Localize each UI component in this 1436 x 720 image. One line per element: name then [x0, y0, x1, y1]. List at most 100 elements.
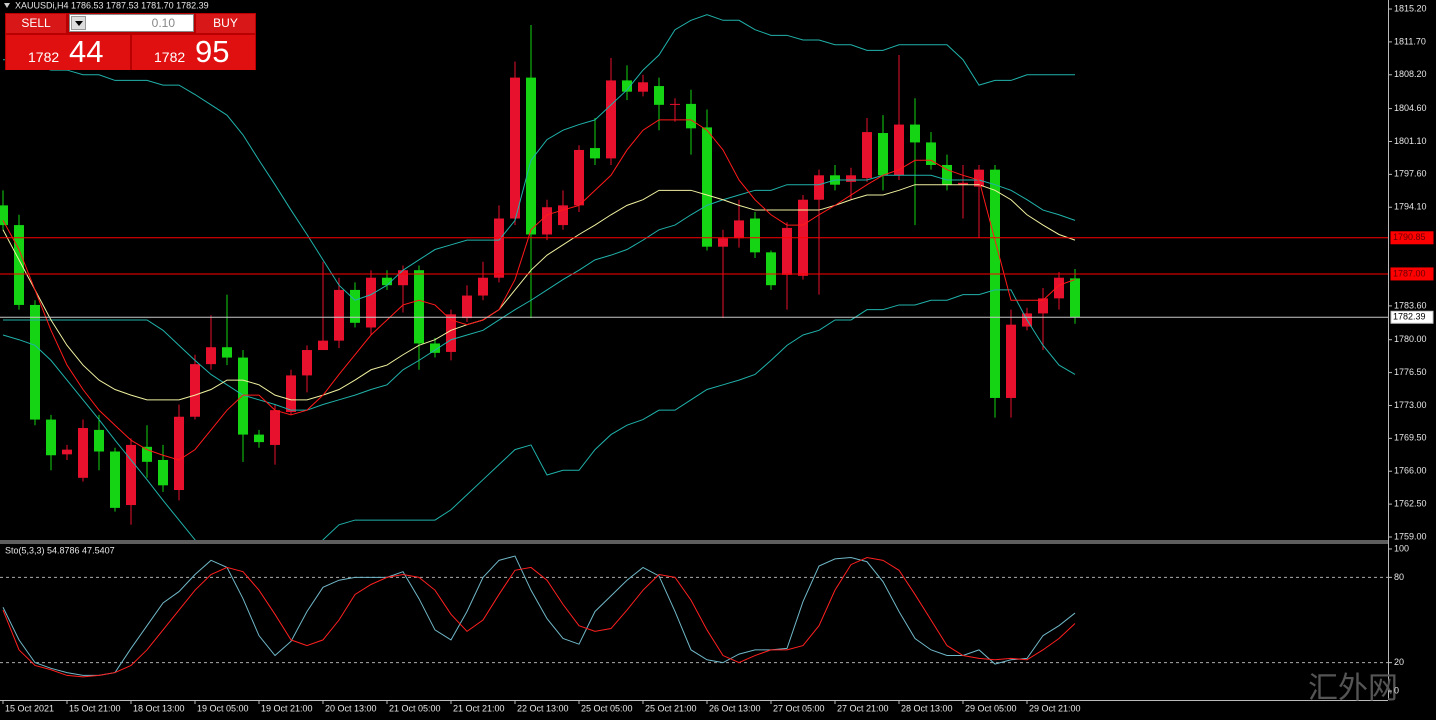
- candle-body: [286, 375, 296, 413]
- x-tick-label: 29 Oct 05:00: [965, 703, 1017, 713]
- price-label-box: [1390, 231, 1434, 245]
- chart-title: Sto(5,3,3) 54.8786 47.5407: [5, 545, 115, 555]
- x-tick-label: 29 Oct 21:00: [1029, 703, 1081, 713]
- x-tick-label: 27 Oct 05:00: [773, 703, 825, 713]
- candle-body: [686, 103, 696, 129]
- price-label-box: [1390, 310, 1434, 324]
- candle-body: [510, 77, 520, 219]
- buy-button[interactable]: BUY: [196, 14, 255, 33]
- candle-body: [190, 364, 200, 417]
- y-tick-label: 1769.50: [1394, 433, 1427, 443]
- candle-body: [1038, 298, 1048, 314]
- x-tick-label: 20 Oct 13:00: [325, 703, 377, 713]
- lot-value: 0.10: [151, 16, 175, 30]
- x-tick-label: 22 Oct 13:00: [517, 703, 569, 713]
- candle-body: [142, 446, 152, 462]
- y-tick-label: 1762.50: [1394, 498, 1427, 508]
- x-tick-label: 25 Oct 21:00: [645, 703, 697, 713]
- candle-body: [670, 103, 680, 105]
- candle-body: [462, 295, 472, 319]
- y-tick-label: 20: [1394, 657, 1404, 667]
- x-tick-label: 19 Oct 21:00: [261, 703, 313, 713]
- lot-input[interactable]: 0.10: [69, 14, 194, 32]
- candle-body: [62, 449, 72, 455]
- candle-body: [430, 343, 440, 353]
- candle-body: [334, 289, 344, 341]
- lot-dropdown[interactable]: [71, 16, 86, 30]
- one-click-trading: SELL 0.10 BUY 1782 44 1782 95: [5, 13, 256, 70]
- candle-body: [958, 182, 968, 185]
- x-tick-label: 25 Oct 05:00: [581, 703, 633, 713]
- candle-body: [30, 304, 40, 420]
- indicator-line: [2, 555, 1076, 676]
- candle-body: [862, 132, 872, 179]
- y-tick-label: 1773.00: [1394, 400, 1427, 410]
- buy-price-small: 1782: [154, 49, 186, 65]
- candle-body: [990, 169, 1000, 398]
- y-tick-label: 100: [1394, 543, 1409, 553]
- candle-body: [382, 277, 392, 286]
- candle-body: [782, 227, 792, 275]
- price-label: 1782.39: [1393, 312, 1426, 322]
- x-tick-label: 28 Oct 13:00: [901, 703, 953, 713]
- candle-body: [270, 410, 280, 445]
- x-tick-label: 15 Oct 21:00: [69, 703, 121, 713]
- candle-body: [606, 80, 616, 159]
- x-tick-label: 27 Oct 21:00: [837, 703, 889, 713]
- sell-button[interactable]: SELL: [6, 14, 66, 33]
- candle-body: [638, 82, 648, 92]
- sell-price[interactable]: 1782 44: [6, 35, 130, 70]
- candle-body: [654, 86, 664, 105]
- candle-body: [46, 419, 56, 456]
- candle-body: [766, 252, 776, 286]
- indicator-line: [2, 289, 1076, 540]
- candle-body: [878, 133, 888, 176]
- candle-body: [350, 289, 360, 323]
- candle-body: [446, 314, 456, 352]
- buy-price[interactable]: 1782 95: [132, 35, 255, 70]
- candle-body: [622, 80, 632, 92]
- candle-body: [126, 444, 136, 506]
- y-tick-label: 1797.60: [1394, 169, 1427, 179]
- candle-body: [974, 169, 984, 187]
- candle-body: [398, 270, 408, 286]
- indicator-line: [2, 556, 1076, 678]
- candle-body: [574, 149, 584, 206]
- candle-body: [366, 277, 376, 328]
- candle-body: [494, 218, 504, 278]
- candle-body: [734, 220, 744, 239]
- candle-body: [926, 142, 936, 165]
- candle-body: [478, 277, 488, 296]
- candle-body: [318, 340, 328, 351]
- price-label: 1787.00: [1393, 268, 1426, 278]
- price-label-box: [1390, 267, 1434, 281]
- candle-body: [414, 270, 424, 344]
- candle-body: [1070, 278, 1080, 318]
- candle-body: [14, 225, 24, 305]
- x-tick-label: 19 Oct 05:00: [197, 703, 249, 713]
- candle-body: [1006, 324, 1016, 398]
- y-tick-label: 1815.20: [1394, 3, 1427, 13]
- candle-body: [846, 175, 856, 182]
- indicator-line: [2, 119, 1076, 461]
- candle-body: [206, 347, 216, 365]
- candle-body: [0, 205, 8, 226]
- y-tick-label: 1776.50: [1394, 367, 1427, 377]
- watermark: 汇外网: [1308, 672, 1398, 705]
- y-tick-label: 80: [1394, 572, 1404, 582]
- candle-body: [1054, 277, 1064, 299]
- candle-body: [78, 428, 88, 478]
- y-tick-label: 0: [1394, 685, 1399, 695]
- candle-body: [558, 205, 568, 226]
- candle-body: [942, 164, 952, 185]
- candle-body: [254, 434, 264, 443]
- y-tick-label: 1801.10: [1394, 136, 1427, 146]
- candle-body: [174, 416, 184, 491]
- indicator-line: [3, 174, 1076, 411]
- candle-body: [910, 124, 920, 143]
- y-tick-label: 1780.00: [1394, 334, 1427, 344]
- symbol-icon: [4, 3, 10, 8]
- candle-body: [814, 175, 824, 200]
